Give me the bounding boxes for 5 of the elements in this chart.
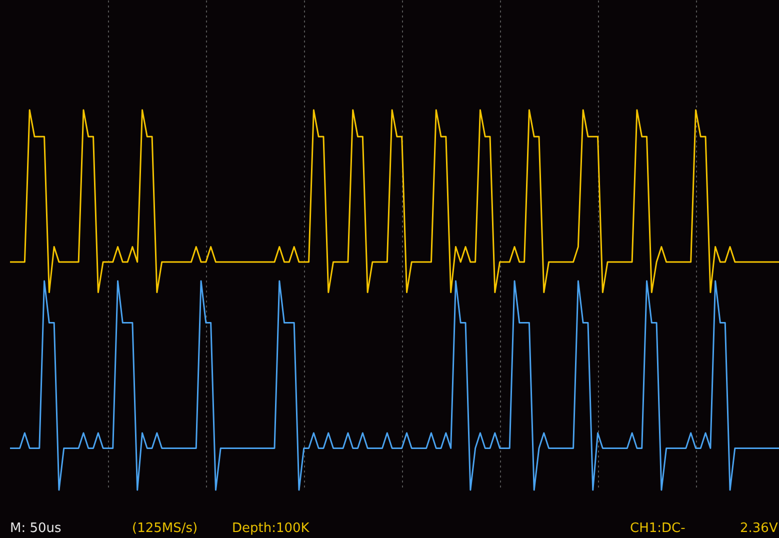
text: 2.36V [740,521,778,536]
text: Depth:100K [232,521,310,536]
text: (125MS/s) [132,521,198,536]
text: M: 50us [10,521,62,536]
text: CH1:DC- [630,521,686,536]
